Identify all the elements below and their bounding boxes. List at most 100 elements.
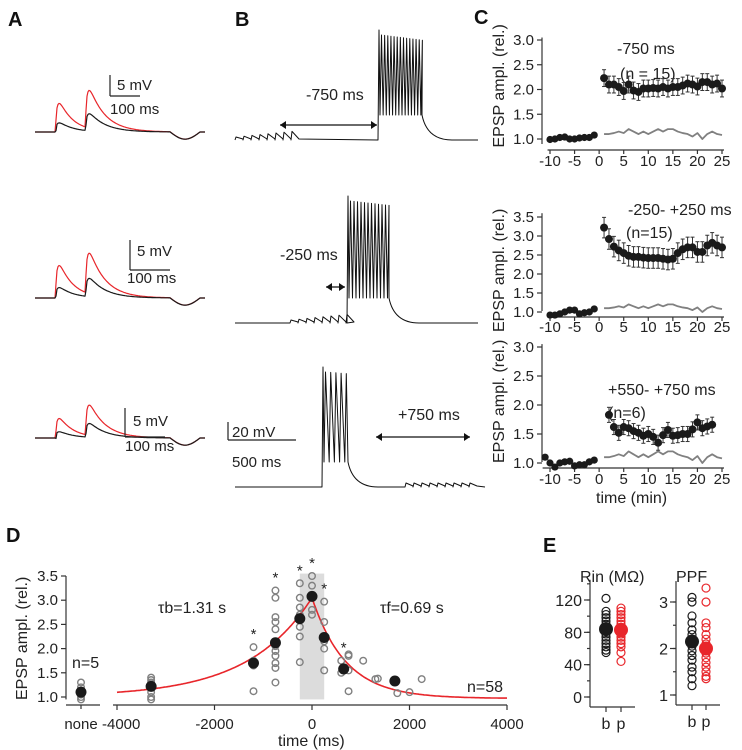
c-ytick-label-0: 2.0	[513, 82, 534, 99]
b-scale-ms: 500 ms	[232, 454, 281, 471]
d-individual-point	[249, 687, 258, 696]
c-xtick-label-2: 20	[689, 471, 706, 488]
c-post-point-2	[708, 420, 717, 429]
d-individual-point	[271, 678, 280, 687]
e-point-p	[616, 647, 626, 658]
d-mean-point	[145, 680, 157, 692]
e-rin-title: Rin (MΩ)	[580, 569, 644, 586]
d-mean-point	[318, 631, 330, 643]
d-none-point	[76, 678, 85, 687]
e-xtick-label-ppf: b	[688, 714, 697, 731]
e-point-b	[687, 662, 697, 672]
a-trace-red-3	[35, 404, 205, 446]
c-post-point-2	[604, 410, 613, 419]
c-ytick-label-0: 2.5	[513, 57, 534, 74]
e-point-p	[616, 603, 626, 613]
c-ylabel-1: EPSP ampl. (rel.)	[491, 209, 508, 332]
c-ytick-label-1: 1.0	[513, 304, 534, 321]
c-post-point-0	[718, 84, 726, 93]
d-individual-point	[249, 643, 258, 652]
d-xtick-label: 0	[308, 716, 316, 733]
c-xtick-label-1: 15	[665, 319, 682, 336]
c-post-point-1	[718, 243, 726, 252]
d-individual-point	[271, 613, 280, 622]
c-control-line-0	[604, 128, 723, 140]
e-point-p	[701, 667, 711, 677]
d-xtick-label: -2000	[195, 716, 233, 733]
e-point-b	[601, 642, 611, 652]
c-xtick-label-1: -10	[539, 319, 561, 336]
e-point-p	[616, 606, 626, 616]
c-xtick-label-1: 20	[689, 319, 706, 336]
c-post-point-0	[619, 86, 628, 95]
e-point-p	[701, 674, 711, 684]
e-point-p	[616, 613, 626, 623]
a-scale-ms-2: 100 ms	[127, 270, 176, 287]
e-point-p	[616, 609, 626, 620]
c-pre-point-1	[570, 306, 579, 314]
c-pre-point-0	[590, 131, 598, 139]
e-point-b	[687, 597, 697, 607]
d-individual-point	[373, 674, 382, 683]
a-trace-black-2	[35, 277, 205, 306]
c-mid-subtitle: (n=15)	[626, 225, 673, 242]
c-control-line-2	[604, 450, 723, 464]
d-significance-star: *	[297, 562, 303, 579]
a-trace-black-3	[35, 422, 205, 446]
panel-label-b: B	[235, 9, 249, 31]
d-individual-point	[295, 603, 304, 612]
c-pre-point-2	[566, 457, 574, 465]
e-point-p	[701, 671, 711, 682]
c-ytick-label-1: 2.5	[513, 247, 534, 264]
c-xtick-label-2: 15	[665, 471, 682, 488]
b-trace-750-after	[235, 366, 486, 488]
d-individual-point	[271, 659, 280, 668]
d-mean-point	[248, 657, 259, 669]
e-point-b	[687, 681, 697, 691]
c-bot-title: +550- +750 ms	[608, 382, 716, 399]
c-xtick-label-2: 25	[714, 471, 731, 488]
e-point-b	[601, 606, 611, 616]
e-ytick-label-rin: 120	[555, 593, 582, 610]
panel-label-a: A	[8, 9, 22, 31]
d-individual-point	[271, 663, 280, 672]
d-individual-point	[308, 572, 317, 581]
e-point-b	[601, 635, 611, 646]
c-xtick-label-0: 15	[665, 153, 682, 170]
c-xtick-label-2: 5	[620, 471, 628, 488]
d-mean-point	[269, 637, 281, 649]
e-point-b	[601, 647, 611, 658]
d-none-mean	[75, 686, 87, 698]
e-point-p	[701, 618, 711, 628]
c-post-point-0	[600, 74, 609, 83]
c-post-point-2	[659, 431, 668, 440]
d-xlabel: time (ms)	[278, 733, 345, 750]
c-xtick-label-0: 5	[620, 153, 628, 170]
c-xtick-label-2: -10	[539, 471, 561, 488]
d-individual-point	[344, 687, 353, 696]
c-post-point-2	[688, 425, 697, 434]
c-post-point-0	[713, 79, 722, 88]
e-point-b	[601, 639, 611, 649]
c-ytick-label-2: 2.0	[513, 397, 534, 414]
panel-label-c: C	[474, 7, 488, 29]
d-individual-point	[308, 581, 317, 590]
c-pre-point-2	[546, 459, 554, 467]
d-none-label: none	[64, 716, 97, 733]
c-xtick-label-0: -5	[568, 153, 581, 170]
d-individual-point	[393, 689, 402, 698]
e-point-p	[701, 583, 711, 593]
c-xlabel: time (min)	[596, 490, 667, 507]
c-xtick-label-1: 0	[595, 319, 603, 336]
c-xtick-label-0: 0	[595, 153, 603, 170]
e-point-b	[687, 592, 697, 602]
e-ytick-label-ppf: 2	[659, 642, 668, 659]
c-ytick-label-2: 3.0	[513, 339, 534, 356]
e-ytick-label-rin: 0	[573, 690, 582, 707]
e-point-b	[601, 593, 611, 603]
d-n-label: n=58	[467, 679, 503, 696]
c-ylabel-0: EPSP ampl. (rel.)	[491, 24, 508, 147]
c-xtick-label-0: 25	[714, 153, 731, 170]
